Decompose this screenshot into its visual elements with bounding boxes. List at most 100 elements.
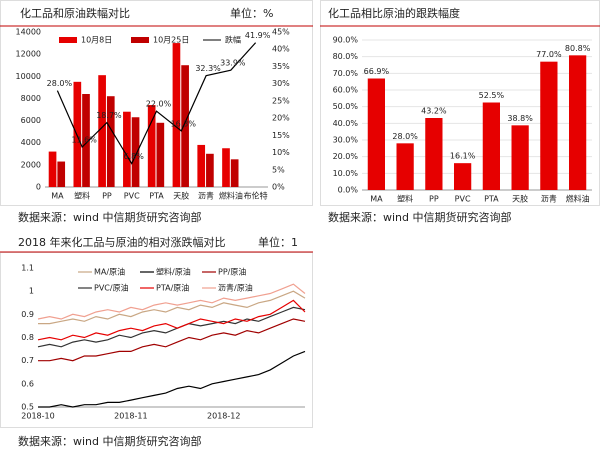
line	[56, 42, 257, 165]
data-label: 52.5%	[479, 91, 505, 100]
line	[38, 318, 306, 362]
data-label: 28.0%	[392, 132, 418, 141]
y-tick-label: 8000	[21, 94, 41, 103]
line	[37, 299, 306, 341]
line	[37, 306, 306, 348]
data-label: 18.7%	[96, 111, 122, 120]
x-tick-label: PTA	[484, 195, 499, 204]
bar	[82, 94, 90, 187]
y-tick-label: 10.0%	[333, 169, 359, 178]
data-label: 16.3%	[171, 119, 197, 128]
y2-tick-label: 5%	[272, 165, 285, 174]
y-tick-label: 2000	[21, 160, 41, 169]
bar	[131, 117, 140, 187]
legend-label: 沥青/原油	[218, 283, 253, 293]
x-tick-label: PP	[102, 192, 112, 201]
legend-swatch	[59, 37, 77, 43]
legend-label: PVC/原油	[94, 283, 129, 293]
y2-tick-label: 40%	[272, 45, 290, 54]
data-label: 33.9%	[220, 59, 246, 68]
y-tick-label: 0	[36, 183, 41, 192]
data-label: 6.8%	[124, 152, 145, 161]
data-label: 28.0%	[47, 79, 73, 88]
y-tick-label: 0.6	[21, 379, 34, 388]
data-label: 11.6%	[71, 136, 97, 145]
y2-tick-label: 25%	[272, 96, 290, 105]
y-tick-label: 1.1	[21, 264, 34, 273]
x-tick-label: 天胶	[173, 191, 189, 201]
bar	[569, 55, 587, 191]
x-tick-label: 2018-12	[207, 412, 240, 421]
data-label: 80.8%	[565, 44, 591, 53]
y-tick-label: 0.7	[21, 356, 34, 365]
legend-label: 10月8日	[81, 36, 112, 45]
y-tick-label: 1	[29, 287, 34, 296]
y-tick-label: 70.0%	[333, 69, 359, 78]
legend-label: 塑料/原油	[156, 267, 191, 277]
y2-tick-label: 45%	[272, 28, 290, 37]
source: 数据来源：wind 中信期货研究咨询部	[328, 210, 512, 224]
bar	[106, 96, 115, 187]
data-label: 66.9%	[364, 67, 390, 76]
y-tick-label: 6000	[21, 116, 41, 125]
legend-swatch	[131, 37, 149, 43]
y-tick-label: 50.0%	[333, 102, 359, 111]
x-tick-label: 2018-11	[114, 412, 147, 421]
data-label: 77.0%	[536, 50, 562, 59]
bar	[156, 122, 165, 187]
bar	[48, 151, 57, 187]
legend-label: MA/原油	[94, 267, 125, 277]
panel-frame	[0, 252, 313, 428]
x-tick-label: 塑料	[397, 194, 413, 204]
source: 数据来源：wind 中信期货研究咨询部	[18, 210, 202, 224]
x-tick-label: 沥青	[541, 194, 557, 204]
bar	[57, 161, 66, 187]
y-tick-label: 12000	[16, 50, 41, 59]
y-tick-label: 14000	[16, 28, 41, 37]
x-tick-label: 布伦特	[244, 191, 268, 201]
bar	[367, 78, 385, 190]
unit-label: 单位：%	[230, 6, 273, 20]
data-label: 43.2%	[421, 107, 447, 116]
bar	[482, 102, 500, 190]
bar	[73, 81, 82, 187]
bar	[230, 159, 239, 187]
x-tick-label: 沥青	[198, 191, 214, 201]
y2-tick-label: 15%	[272, 131, 290, 140]
data-label: 38.8%	[507, 114, 533, 123]
chart-title: 化工品和原油跌幅对比	[20, 6, 130, 20]
chart-title: 2018 年来化工品与原油的相对涨跌幅对比	[18, 235, 226, 249]
data-label: 22.0%	[146, 100, 172, 109]
x-tick-label: PP	[429, 195, 439, 204]
bar	[197, 144, 206, 187]
bar	[181, 65, 189, 187]
legend-label: 10月25日	[153, 36, 189, 45]
bar	[396, 143, 414, 190]
data-label: 32.3%	[195, 64, 221, 73]
x-tick-label: 燃料油	[219, 191, 243, 201]
y-tick-label: 0.9	[21, 310, 34, 319]
x-tick-label: 2018-10	[21, 412, 54, 421]
bar	[147, 105, 156, 187]
x-tick-label: MA	[51, 192, 64, 201]
bar	[222, 148, 230, 187]
y2-tick-label: 20%	[272, 114, 290, 123]
y2-tick-label: 0%	[272, 183, 285, 192]
source: 数据来源：wind 中信期货研究咨询部	[18, 434, 202, 448]
bar	[511, 125, 529, 190]
y-tick-label: 10000	[16, 72, 41, 81]
legend-label: 跌幅	[225, 35, 241, 45]
y-tick-label: 0.0%	[338, 186, 359, 195]
chart-title: 化工品相比原油的跟跌幅度	[328, 6, 460, 20]
x-tick-label: 燃料油	[566, 194, 590, 204]
bar	[540, 61, 558, 190]
x-tick-label: PTA	[149, 192, 164, 201]
bar	[206, 153, 214, 187]
x-tick-label: PVC	[455, 195, 471, 204]
bar	[123, 111, 131, 187]
y-tick-label: 0.5	[21, 403, 34, 412]
y-tick-label: 40.0%	[333, 119, 359, 128]
x-tick-label: PVC	[124, 192, 140, 201]
x-tick-label: 塑料	[74, 191, 90, 201]
